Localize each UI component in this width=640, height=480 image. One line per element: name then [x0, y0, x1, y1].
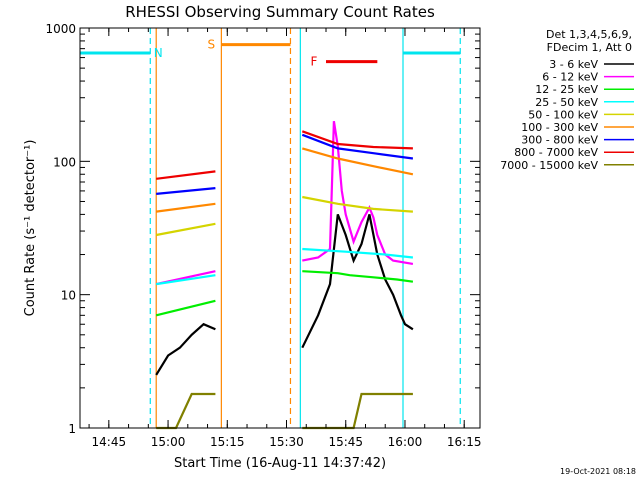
- x-tick-label-3: 15:30: [269, 435, 304, 449]
- legend-label-6: 300 - 800 keV: [521, 134, 598, 147]
- x-tick-label-0: 14:45: [92, 435, 127, 449]
- series-line-5-0: [156, 202, 216, 213]
- legend-label-2: 12 - 25 keV: [535, 83, 598, 96]
- x-axis-label: Start Time (16-Aug-11 14:37:42): [174, 456, 386, 471]
- x-tick-label-2: 15:15: [210, 435, 245, 449]
- legend-header-line-2: FDecim 1, Att 0: [547, 41, 632, 54]
- series-line-7-0: [156, 170, 216, 180]
- legend-label-4: 50 - 100 keV: [528, 108, 598, 121]
- series-line-8-1: [302, 392, 413, 430]
- annotation-label-s: S: [208, 38, 216, 52]
- series-line-8-0: [156, 392, 216, 430]
- x-tick-label-1: 15:00: [151, 435, 186, 449]
- annotation-label-n: N: [154, 46, 163, 60]
- x-tick-label-6: 16:15: [447, 435, 482, 449]
- series-line-5-1: [301, 147, 414, 176]
- series-line-2-0: [155, 299, 216, 317]
- series-line-1-1: [302, 121, 414, 265]
- legend-header-line-1: Det 1,3,4,5,6,9,: [546, 28, 632, 41]
- series-line-4-1: [302, 195, 413, 213]
- y-axis-label: Count Rate (s⁻¹ detector⁻¹): [23, 140, 38, 317]
- legend-label-3: 25 - 50 keV: [535, 96, 598, 109]
- legend-label-7: 800 - 7000 keV: [514, 146, 598, 159]
- plot-frame: [79, 27, 481, 429]
- y-tick-label-2: 100: [53, 155, 76, 169]
- legend-label-8: 7000 - 15000 keV: [500, 159, 598, 172]
- chart-title: RHESSI Observing Summary Count Rates: [125, 3, 435, 21]
- series-line-6-1: [301, 133, 414, 160]
- legend-label-5: 100 - 300 keV: [521, 121, 598, 134]
- series-line-0-0: [155, 322, 216, 376]
- legend-label-0: 3 - 6 keV: [549, 58, 598, 71]
- footer-timestamp: 19-Oct-2021 08:18: [560, 467, 636, 476]
- x-tick-label-4: 15:45: [328, 435, 363, 449]
- y-tick-label-3: 1000: [45, 22, 76, 36]
- legend-label-1: 6 - 12 keV: [542, 71, 598, 84]
- series-line-7-1: [301, 130, 413, 150]
- y-tick-label-0: 1: [68, 422, 76, 436]
- series-line-2-1: [302, 270, 414, 283]
- series-line-3-0: [156, 274, 216, 286]
- annotation-label-f: F: [311, 55, 318, 69]
- series-line-3-1: [302, 247, 414, 259]
- series-line-6-0: [156, 187, 216, 195]
- y-tick-label-1: 10: [61, 289, 76, 303]
- series-line-4-0: [155, 222, 216, 237]
- x-tick-label-5: 16:00: [388, 435, 423, 449]
